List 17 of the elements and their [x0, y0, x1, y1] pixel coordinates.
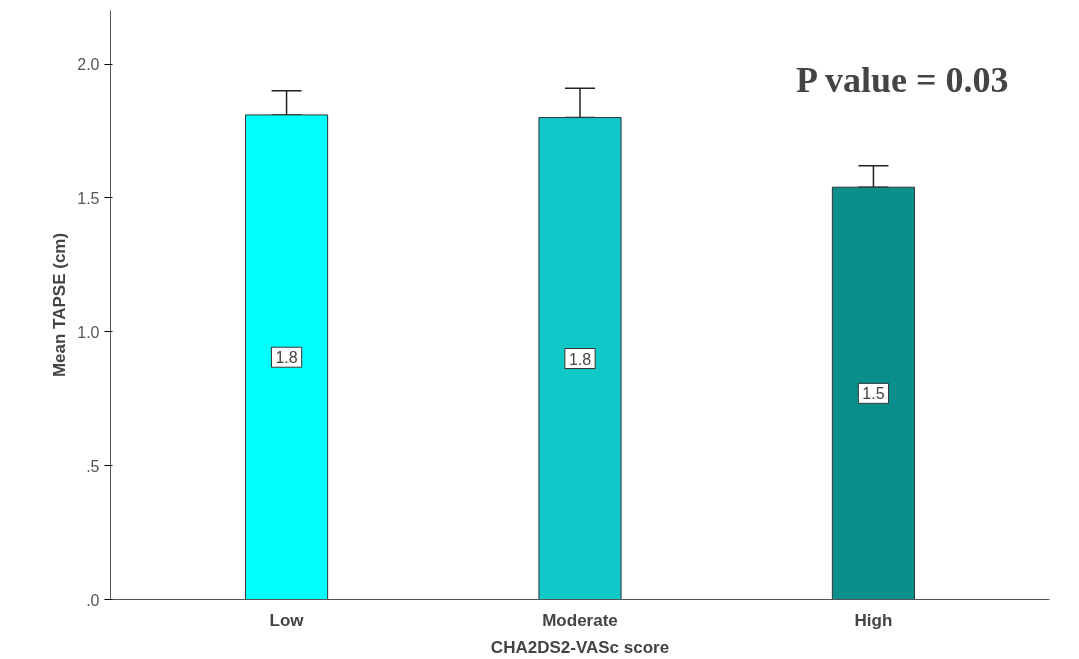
y-tick-label: 1.5 — [77, 189, 100, 207]
x-tick-label: Low — [269, 610, 305, 630]
data-label: 1.8 — [568, 350, 592, 368]
bar — [244, 114, 329, 600]
bar — [538, 117, 622, 600]
x-tick-label: High — [854, 610, 893, 630]
bar — [831, 186, 916, 600]
y-tick-label: .5 — [86, 457, 100, 475]
y-tick-label: .0 — [86, 591, 100, 609]
data-label: 1.5 — [862, 385, 885, 403]
y-axis-title: Mean TAPSE (cm) — [50, 232, 70, 378]
data-label: 1.8 — [275, 349, 298, 367]
y-tick-label: 1.0 — [77, 323, 100, 341]
annotation: P value = 0.03 — [795, 59, 1009, 100]
x-axis-title: CHA2DS2-VASc score — [490, 637, 670, 657]
x-tick-label: Moderate — [542, 610, 618, 630]
y-tick-label: 2.0 — [77, 56, 100, 74]
